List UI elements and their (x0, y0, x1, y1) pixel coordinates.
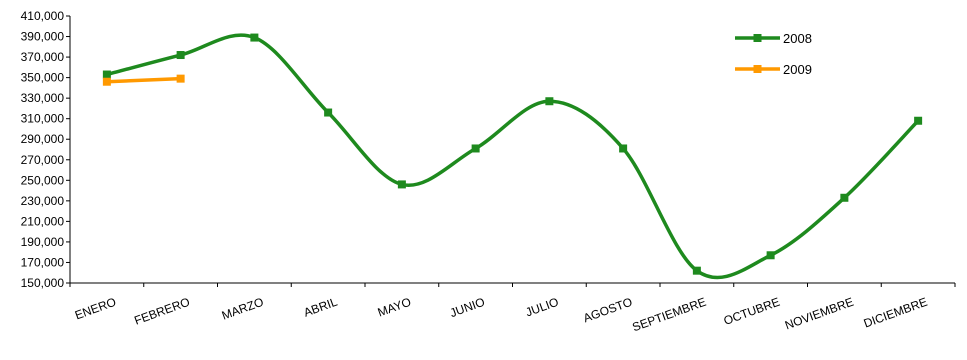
y-tick-label: 210,000 (21, 214, 65, 228)
x-tick-label: NOVIEMBRE (783, 295, 855, 333)
legend-marker (753, 34, 762, 42)
data-point-marker (102, 70, 111, 79)
legend-label: 2009 (783, 62, 812, 77)
y-tick-label: 170,000 (21, 255, 65, 269)
y-tick-label: 250,000 (21, 173, 65, 187)
x-tick-label: ENERO (73, 295, 118, 323)
data-point-marker (840, 193, 849, 202)
y-tick-label: 330,000 (21, 91, 65, 105)
data-point-marker (397, 180, 406, 189)
y-tick-label: 230,000 (21, 194, 65, 208)
y-tick-label: 370,000 (21, 50, 65, 64)
y-tick-label: 150,000 (21, 276, 65, 290)
x-tick-label: MARZO (220, 295, 266, 323)
data-point-marker (176, 51, 185, 60)
data-point-marker (914, 116, 923, 125)
series-layer (102, 33, 923, 280)
x-tick-label: JUNIO (448, 295, 487, 320)
legend-item: 2008 (735, 31, 812, 46)
y-tick-label: 190,000 (21, 235, 65, 249)
data-point-marker (766, 251, 775, 260)
data-point-marker (250, 33, 259, 42)
x-tick-label: SEPTIEMBRE (630, 295, 707, 335)
y-tick-label: 310,000 (21, 112, 65, 126)
legend-label: 2008 (783, 31, 812, 46)
y-tick-label: 350,000 (21, 71, 65, 85)
y-tick-label: 290,000 (21, 132, 65, 146)
y-tick-label: 270,000 (21, 153, 65, 167)
series-line (106, 76, 181, 84)
axes (69, 16, 955, 284)
y-tick-label: 390,000 (21, 30, 65, 44)
data-point-marker (692, 266, 701, 275)
data-point-marker (619, 144, 628, 153)
x-tick-label: JULIO (524, 295, 561, 320)
data-point-marker (324, 108, 333, 117)
series-2009 (102, 74, 185, 86)
x-tick-label: FEBRERO (132, 295, 191, 328)
x-axis-ticks: ENERO FEBRERO MARZO ABRIL MAYO JUNIO JULIO AGOS… (69, 283, 956, 335)
x-tick-label: MAYO (376, 295, 413, 320)
x-tick-label: ABRIL (302, 295, 340, 320)
data-point-marker (102, 77, 111, 86)
legend-item: 2009 (735, 62, 812, 77)
y-tick-label: 410,000 (21, 9, 65, 23)
legend: 2008 2009 (735, 31, 812, 77)
series-2008 (102, 33, 923, 280)
data-point-marker (545, 97, 554, 106)
x-tick-label: AGOSTO (581, 295, 634, 326)
data-point-marker (176, 74, 185, 83)
y-axis-ticks: 150,000 170,000 190,000 210,000 230,000 250,0… (21, 9, 70, 290)
legend-marker (753, 65, 762, 73)
x-tick-label: OCTUBRE (722, 295, 782, 328)
x-tick-label: DICIEMBRE (862, 295, 929, 331)
data-point-marker (471, 144, 480, 153)
